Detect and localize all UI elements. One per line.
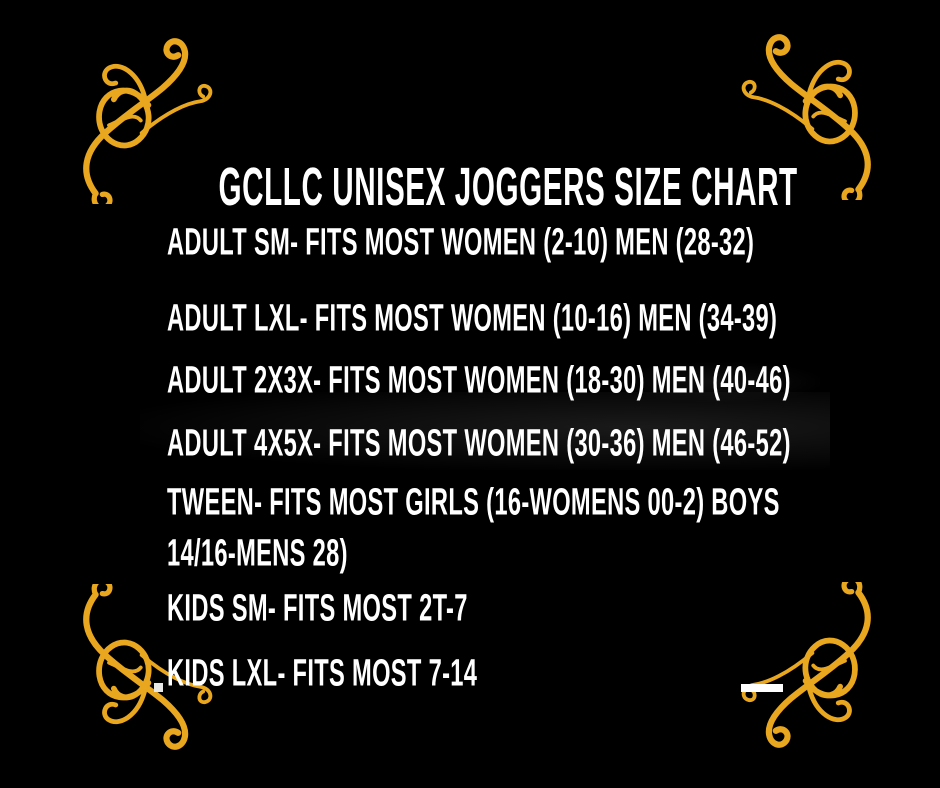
- size-row-kids-lxl: KIDS LXL- FITS MOST 7-14: [167, 652, 478, 694]
- size-row-tween-line2: 14/16-MENS 28): [167, 532, 348, 574]
- size-row-adult-sm: ADULT SM- FITS MOST WOMEN (2-10) MEN (28…: [167, 221, 755, 263]
- dot-mark: [154, 683, 163, 692]
- page-title: GCLLC UNISEX JOGGERS SIZE CHART: [0, 156, 940, 218]
- page-title-text: GCLLC UNISEX JOGGERS SIZE CHART: [218, 156, 798, 218]
- dash-mark: [741, 684, 783, 692]
- size-row-adult-2x3x: ADULT 2X3X- FITS MOST WOMEN (18-30) MEN …: [167, 359, 791, 401]
- size-row-tween-line1: TWEEN- FITS MOST GIRLS (16-WOMENS 00-2) …: [167, 481, 780, 523]
- size-row-adult-lxl: ADULT LXL- FITS MOST WOMEN (10-16) MEN (…: [167, 297, 778, 339]
- size-row-adult-4x5x: ADULT 4X5X- FITS MOST WOMEN (30-36) MEN …: [167, 422, 791, 464]
- size-row-kids-sm: KIDS SM- FITS MOST 2T-7: [167, 587, 468, 629]
